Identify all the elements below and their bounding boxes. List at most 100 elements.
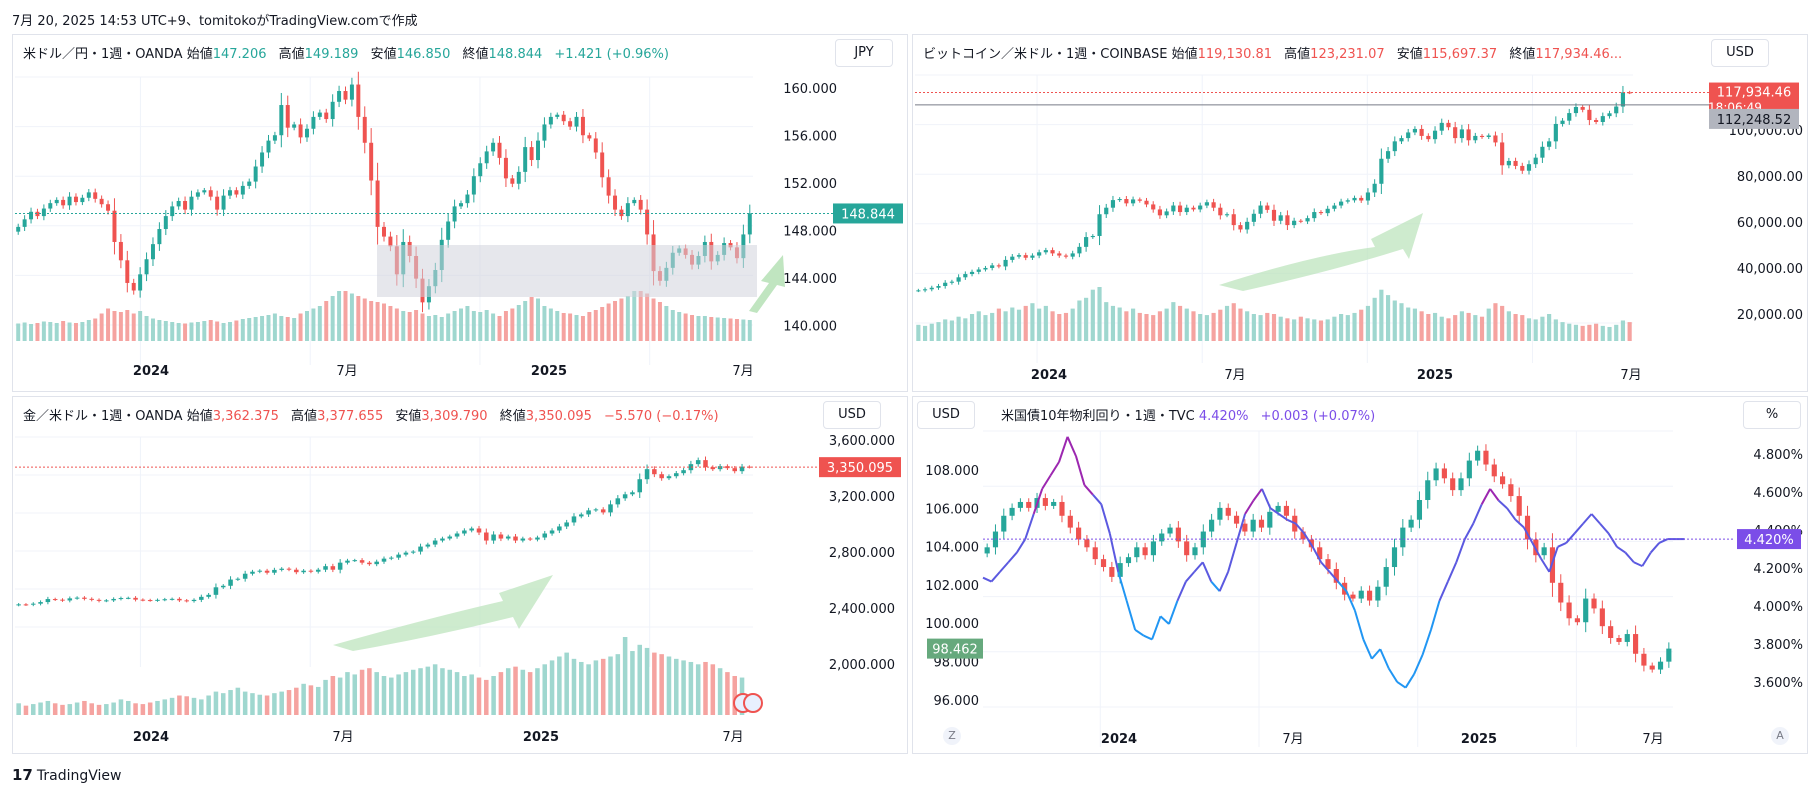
volume-bar [600,658,606,715]
candle-body [1137,199,1142,201]
volume-bar [520,669,526,715]
yield-line-segment [1649,542,1660,554]
candle-body [1479,135,1485,137]
candle-body [579,514,584,517]
volume-bar [498,672,504,715]
volume-bar [657,302,662,341]
volume-bar [1305,318,1310,341]
high-value: 3,377.655 [317,409,384,424]
volume-bar [133,703,138,715]
usdjpy-chart-panel[interactable]: 米ドル／円・1週・OANDA 始値147.206 高値149.189 安値146… [12,34,908,392]
candle-body [739,466,745,472]
volume-bar [535,668,540,715]
candle-body [936,286,941,288]
percent-button[interactable]: % [1743,401,1801,429]
currency-button[interactable]: USD [1711,39,1769,67]
yield-line-segment [1430,600,1441,631]
volume-bar [922,325,928,341]
candle-body [1513,160,1518,166]
y-tick-label: 108.000 [925,464,979,479]
volume-bar [104,704,109,715]
volume-bar [1010,307,1015,341]
candle-body [1305,218,1310,222]
volume-bar [1614,324,1619,341]
volume-bar [414,310,419,341]
volume-bar [1500,305,1505,341]
volume-bar [527,672,533,715]
zoom-button[interactable]: Z [943,727,961,745]
btcusd-chart-panel[interactable]: ビットコイン／米ドル・1週・COINBASE 始値119,130.81 高値12… [912,34,1808,392]
candle-body [1441,468,1447,479]
yield-line-segment [1573,522,1584,534]
volume-bar [574,315,579,341]
candle-body [1379,158,1384,184]
bond-last-label [927,638,983,659]
candle-body [356,84,361,117]
candle-body [176,201,181,207]
volume-bar [1446,318,1451,341]
candle-body [637,479,643,493]
high-label: 高値 [291,409,318,424]
currency-button[interactable]: JPY [835,39,893,67]
candle-body [272,569,277,573]
volume-bar [1533,319,1538,341]
last-price-text: 3,350.095 [827,461,893,476]
tradingview-logo[interactable]: 17 TradingView [12,766,121,784]
yield-line-segment [1531,542,1542,559]
volume-bar [1204,315,1209,341]
candle-body [659,474,664,479]
candle-body [542,533,548,538]
candle-body [240,185,245,195]
candle-body [308,570,314,572]
xauusd-chart-panel[interactable]: 金／米ドル・1週・OANDA 始値3,362.375 高値3,377.655 安… [12,396,908,754]
volume-bar [420,313,425,341]
btcusd-legend: ビットコイン／米ドル・1週・COINBASE 始値119,130.81 高値12… [923,43,1630,62]
yield-line-segment [1387,667,1399,683]
volume-bar [516,305,521,341]
yield-line-segment [1463,523,1475,540]
candle-body [67,196,72,206]
volume-bar [1359,309,1364,341]
volume-bar [1177,305,1183,341]
us10y-chart-panel[interactable]: USD 米国債10年物利回り・1週・TVC 4.420% +0.003 (+0.… [912,396,1808,754]
volume-bar [1043,305,1048,341]
volume-bar [157,320,162,341]
volume-bar [61,321,66,341]
symbol-title: 米国債10年物利回り・1週・TVC [1001,409,1195,424]
open-value: 119,130.81 [1197,47,1273,62]
volume-bar [523,301,528,341]
candle-body [343,91,348,100]
close-label: 終値 [462,47,489,62]
x-tick-label: 7月 [1642,732,1663,747]
volume-bar [548,308,553,341]
volume-bar [23,705,29,715]
candle-body [1524,515,1531,540]
candle-body [1037,252,1042,256]
volume-bar [189,322,194,341]
candle-body [1117,563,1123,577]
left-currency-button[interactable]: USD [917,401,975,429]
yield-line-segment [1540,557,1551,573]
volume-bar [549,660,555,715]
y-tick-label: 2,400.000 [829,602,895,617]
candle-body [29,211,34,220]
auto-scale-button[interactable]: A [1771,727,1789,745]
yield-line-segment [1599,522,1610,534]
volume-bar [264,695,270,715]
candle-body [1017,501,1023,508]
candle-body [253,166,258,182]
candle-body [1385,151,1391,159]
candle-body [150,244,155,260]
candle-body [1142,547,1148,556]
currency-button[interactable]: USD [823,401,881,429]
close-value: 4.420% [1198,409,1249,424]
trend-arrow-icon [333,575,553,651]
candle-body [170,206,175,217]
yield-line-segment [1075,455,1086,486]
candle-body [446,221,451,240]
high-value: 123,231.07 [1310,47,1385,62]
volume-bar [169,697,175,715]
candle-body [93,192,98,199]
range-box [377,245,757,297]
yield-line-segment [1227,542,1238,573]
